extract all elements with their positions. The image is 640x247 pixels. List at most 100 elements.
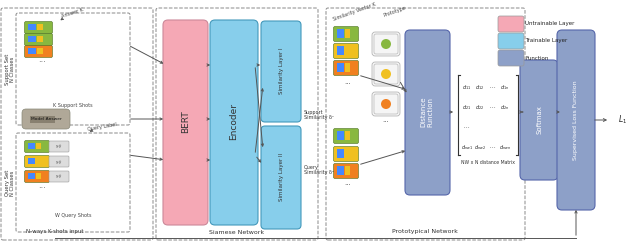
- Text: Query Set
N Classes: Query Set N Classes: [4, 170, 15, 196]
- FancyBboxPatch shape: [49, 171, 69, 182]
- FancyBboxPatch shape: [405, 30, 450, 195]
- Text: y-ŷ: y-ŷ: [56, 144, 62, 148]
- Bar: [37, 48, 42, 55]
- Circle shape: [381, 69, 391, 79]
- Bar: [28, 173, 35, 180]
- Text: $L_1$: $L_1$: [618, 114, 628, 126]
- Bar: [36, 159, 41, 165]
- Text: BERT: BERT: [181, 111, 190, 133]
- Text: Untrainable Layer: Untrainable Layer: [525, 21, 574, 26]
- Text: Query
Similarity δ⁰: Query Similarity δ⁰: [304, 165, 334, 175]
- Text: Function: Function: [525, 56, 548, 61]
- Text: $d_{22}$: $d_{22}$: [476, 103, 484, 112]
- Bar: [37, 24, 42, 30]
- Circle shape: [381, 39, 391, 49]
- Text: Similarity Layer I: Similarity Layer I: [278, 48, 284, 94]
- FancyBboxPatch shape: [22, 109, 70, 129]
- FancyBboxPatch shape: [372, 62, 400, 86]
- Text: $...$: $...$: [463, 125, 471, 130]
- Text: Answer K: Answer K: [60, 7, 84, 19]
- Text: $d_{nw1}$: $d_{nw1}$: [461, 144, 473, 152]
- Text: Softmax: Softmax: [536, 105, 542, 134]
- Text: Similarity Layer II: Similarity Layer II: [278, 153, 284, 201]
- Bar: [28, 48, 36, 55]
- Text: $...$: $...$: [489, 85, 497, 90]
- FancyBboxPatch shape: [372, 92, 400, 116]
- Bar: [36, 144, 41, 149]
- FancyBboxPatch shape: [261, 126, 301, 229]
- Bar: [345, 149, 350, 159]
- FancyBboxPatch shape: [333, 164, 358, 179]
- FancyBboxPatch shape: [333, 146, 358, 162]
- Text: Supervised Loss Function: Supervised Loss Function: [573, 80, 579, 160]
- Bar: [30, 116, 55, 123]
- Bar: [345, 131, 350, 141]
- Text: K Support Shots: K Support Shots: [53, 103, 93, 107]
- FancyBboxPatch shape: [333, 61, 358, 76]
- Text: $d_{12}$: $d_{12}$: [476, 83, 484, 92]
- FancyBboxPatch shape: [49, 156, 69, 167]
- Text: ...: ...: [38, 182, 46, 190]
- Bar: [37, 37, 42, 42]
- Text: ...: ...: [344, 79, 351, 85]
- Text: Siamese Network: Siamese Network: [209, 229, 264, 234]
- FancyBboxPatch shape: [498, 50, 524, 66]
- Text: Support Set
N Classes: Support Set N Classes: [4, 53, 15, 85]
- Text: $d_{1n}$: $d_{1n}$: [500, 83, 509, 92]
- Bar: [345, 29, 350, 39]
- Text: Trainable Layer: Trainable Layer: [525, 39, 567, 43]
- Bar: [337, 149, 344, 159]
- Text: ...: ...: [344, 180, 351, 186]
- Text: Model Answer: Model Answer: [31, 117, 61, 121]
- Bar: [337, 166, 344, 176]
- FancyBboxPatch shape: [333, 43, 358, 59]
- Bar: [345, 46, 350, 56]
- Text: Prototypical Network: Prototypical Network: [392, 229, 458, 234]
- Text: $d_{11}$: $d_{11}$: [463, 83, 472, 92]
- FancyBboxPatch shape: [520, 60, 558, 180]
- Text: Support
Similarity δˢ: Support Similarity δˢ: [304, 110, 334, 120]
- FancyBboxPatch shape: [210, 20, 258, 225]
- FancyBboxPatch shape: [24, 34, 52, 45]
- Text: ...: ...: [38, 56, 46, 64]
- Bar: [337, 29, 344, 39]
- Text: W Query Shots: W Query Shots: [55, 212, 92, 218]
- Text: $d_{21}$: $d_{21}$: [463, 103, 472, 112]
- Text: $...$: $...$: [489, 105, 497, 110]
- FancyBboxPatch shape: [333, 128, 358, 144]
- Text: $d_{nw2}$: $d_{nw2}$: [474, 144, 486, 152]
- Text: y-ŷ: y-ŷ: [56, 174, 62, 179]
- FancyBboxPatch shape: [24, 170, 49, 183]
- FancyBboxPatch shape: [498, 16, 524, 32]
- Circle shape: [381, 99, 391, 109]
- FancyBboxPatch shape: [333, 26, 358, 41]
- FancyBboxPatch shape: [557, 30, 595, 210]
- Text: y-ŷ: y-ŷ: [56, 160, 62, 164]
- Bar: [28, 144, 35, 149]
- FancyBboxPatch shape: [49, 141, 69, 152]
- Bar: [28, 37, 36, 42]
- Text: Encoder: Encoder: [230, 103, 239, 141]
- FancyBboxPatch shape: [498, 33, 524, 49]
- Bar: [337, 46, 344, 56]
- FancyBboxPatch shape: [163, 20, 208, 225]
- Bar: [36, 173, 41, 180]
- Text: N-ways K-shots input: N-ways K-shots input: [26, 229, 84, 234]
- FancyBboxPatch shape: [24, 156, 49, 167]
- Text: $d_{nwn}$: $d_{nwn}$: [499, 144, 511, 152]
- Bar: [345, 166, 350, 176]
- Bar: [337, 63, 344, 73]
- Text: NW x N distance Matrix: NW x N distance Matrix: [461, 161, 515, 165]
- Bar: [345, 63, 350, 73]
- FancyBboxPatch shape: [24, 21, 52, 34]
- FancyBboxPatch shape: [261, 21, 301, 122]
- Bar: [337, 131, 344, 141]
- Text: ...: ...: [383, 117, 389, 123]
- Text: $...$: $...$: [489, 145, 497, 150]
- Text: Prototype: Prototype: [383, 6, 407, 19]
- Text: Distance
Function: Distance Function: [420, 97, 433, 127]
- Text: Similarity Vector K: Similarity Vector K: [333, 2, 377, 22]
- Bar: [28, 159, 35, 165]
- FancyBboxPatch shape: [24, 45, 52, 58]
- Text: Query Label: Query Label: [87, 122, 117, 132]
